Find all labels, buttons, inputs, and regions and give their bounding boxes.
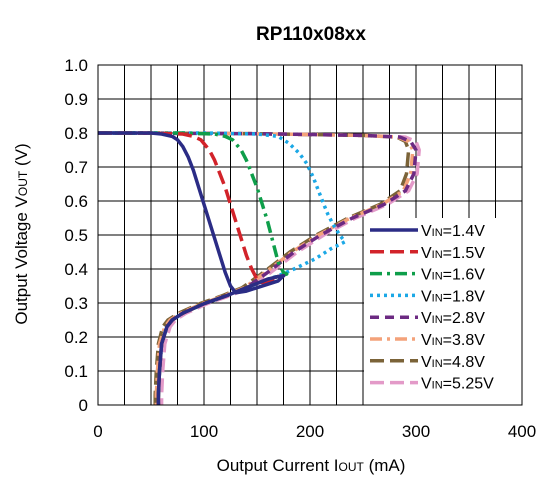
legend-label: VIN=4.8V [421,354,485,371]
legend-label: VIN=2.8V [421,310,485,327]
x-tick-label: 0 [93,422,102,441]
chart-title: RP110x08xx [256,24,366,45]
y-tick-label: 0.7 [64,158,88,177]
x-axis-label: Output Current IOUT (mA) [217,456,406,475]
y-tick-label: 0.9 [64,90,88,109]
series-lines [97,131,421,405]
y-tick-label: 0 [79,396,88,415]
y-tick-label: 0.3 [64,294,88,313]
y-tick-label: 0.2 [64,328,88,347]
legend: VIN=1.4V VIN=1.5V VIN=1.6V VIN=1.8V VIN=2.8V… [364,218,522,406]
series-line [98,131,347,405]
y-tick-label: 0.4 [64,260,88,279]
legend-label: VIN=3.8V [421,332,485,349]
y-tick-label: 1.0 [64,56,88,75]
series-line [97,131,421,405]
x-tick-labels: 0 100 200 300 400 [93,422,536,441]
y-axis-label: Output Voltage VOUT (V) [12,143,31,324]
x-tick-label: 400 [508,422,536,441]
legend-label: VIN=1.6V [421,267,485,284]
x-tick-label: 300 [402,422,430,441]
legend-label: VIN=5.25V [421,376,494,393]
plot-frame [97,64,523,406]
x-tick-label: 100 [190,422,218,441]
y-tick-label: 0.5 [64,226,88,245]
legend-label: VIN=1.4V [421,223,485,240]
y-tick-label: 0.6 [64,192,88,211]
legend-label: VIN=1.8V [421,288,485,305]
x-tick-label: 200 [296,422,324,441]
y-tick-labels: 0 0.1 0.2 0.3 0.4 0.5 0.6 0.7 0.8 0.9 1.0 [64,56,88,415]
y-tick-label: 0.8 [64,124,88,143]
y-tick-label: 0.1 [64,362,88,381]
legend-label: VIN=1.5V [421,245,485,262]
legend-box [364,218,522,406]
series-line [98,131,286,405]
